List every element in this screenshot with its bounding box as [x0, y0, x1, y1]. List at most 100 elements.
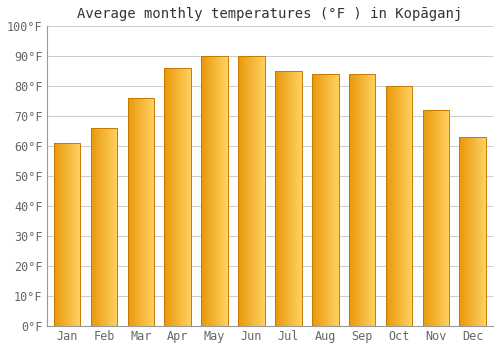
Bar	[246, 56, 247, 326]
Bar	[386, 86, 412, 326]
Bar	[208, 56, 210, 326]
Bar	[360, 74, 361, 326]
Bar	[396, 86, 397, 326]
Bar	[212, 56, 213, 326]
Bar	[140, 98, 141, 326]
Bar	[275, 71, 276, 326]
Bar	[332, 74, 333, 326]
Bar	[213, 56, 214, 326]
Bar	[62, 143, 64, 326]
Bar	[66, 143, 67, 326]
Bar	[183, 68, 184, 326]
Bar	[61, 143, 62, 326]
Bar	[444, 110, 446, 326]
Bar	[282, 71, 283, 326]
Bar	[485, 137, 486, 326]
Bar	[410, 86, 412, 326]
Bar	[110, 128, 111, 326]
Title: Average monthly temperatures (°F ) in Kopāganj: Average monthly temperatures (°F ) in Ko…	[78, 7, 462, 21]
Bar	[312, 74, 338, 326]
Bar	[371, 74, 372, 326]
Bar	[94, 128, 95, 326]
Bar	[108, 128, 109, 326]
Bar	[167, 68, 168, 326]
Bar	[333, 74, 334, 326]
Bar	[74, 143, 75, 326]
Bar	[356, 74, 357, 326]
Bar	[470, 137, 471, 326]
Bar	[90, 128, 92, 326]
Bar	[244, 56, 246, 326]
Bar	[205, 56, 206, 326]
Bar	[400, 86, 401, 326]
Bar	[116, 128, 117, 326]
Bar	[429, 110, 430, 326]
Bar	[260, 56, 261, 326]
Bar	[435, 110, 436, 326]
Bar	[390, 86, 391, 326]
Bar	[468, 137, 469, 326]
Bar	[176, 68, 177, 326]
Bar	[149, 98, 150, 326]
Bar	[69, 143, 70, 326]
Bar	[253, 56, 254, 326]
Bar	[222, 56, 224, 326]
Bar	[224, 56, 225, 326]
Bar	[56, 143, 58, 326]
Bar	[277, 71, 278, 326]
Bar	[392, 86, 393, 326]
Bar	[469, 137, 470, 326]
Bar	[202, 56, 228, 326]
Bar	[476, 137, 477, 326]
Bar	[152, 98, 153, 326]
Bar	[354, 74, 355, 326]
Bar	[142, 98, 144, 326]
Bar	[133, 98, 134, 326]
Bar	[472, 137, 473, 326]
Bar	[204, 56, 205, 326]
Bar	[473, 137, 474, 326]
Bar	[484, 137, 485, 326]
Bar	[427, 110, 428, 326]
Bar	[288, 71, 289, 326]
Bar	[328, 74, 329, 326]
Bar	[103, 128, 104, 326]
Bar	[102, 128, 103, 326]
Bar	[463, 137, 464, 326]
Bar	[299, 71, 300, 326]
Bar	[443, 110, 444, 326]
Bar	[90, 128, 117, 326]
Bar	[424, 110, 426, 326]
Bar	[96, 128, 97, 326]
Bar	[78, 143, 80, 326]
Bar	[460, 137, 486, 326]
Bar	[153, 98, 154, 326]
Bar	[131, 98, 132, 326]
Bar	[349, 74, 376, 326]
Bar	[422, 110, 424, 326]
Bar	[216, 56, 217, 326]
Bar	[441, 110, 442, 326]
Bar	[146, 98, 147, 326]
Bar	[132, 98, 133, 326]
Bar	[460, 137, 462, 326]
Bar	[471, 137, 472, 326]
Bar	[144, 98, 145, 326]
Bar	[128, 98, 130, 326]
Bar	[250, 56, 252, 326]
Bar	[313, 74, 314, 326]
Bar	[188, 68, 189, 326]
Bar	[283, 71, 284, 326]
Bar	[329, 74, 330, 326]
Bar	[465, 137, 466, 326]
Bar	[106, 128, 108, 326]
Bar	[252, 56, 253, 326]
Bar	[388, 86, 390, 326]
Bar	[430, 110, 432, 326]
Bar	[138, 98, 139, 326]
Bar	[186, 68, 188, 326]
Bar	[291, 71, 292, 326]
Bar	[437, 110, 438, 326]
Bar	[408, 86, 410, 326]
Bar	[374, 74, 376, 326]
